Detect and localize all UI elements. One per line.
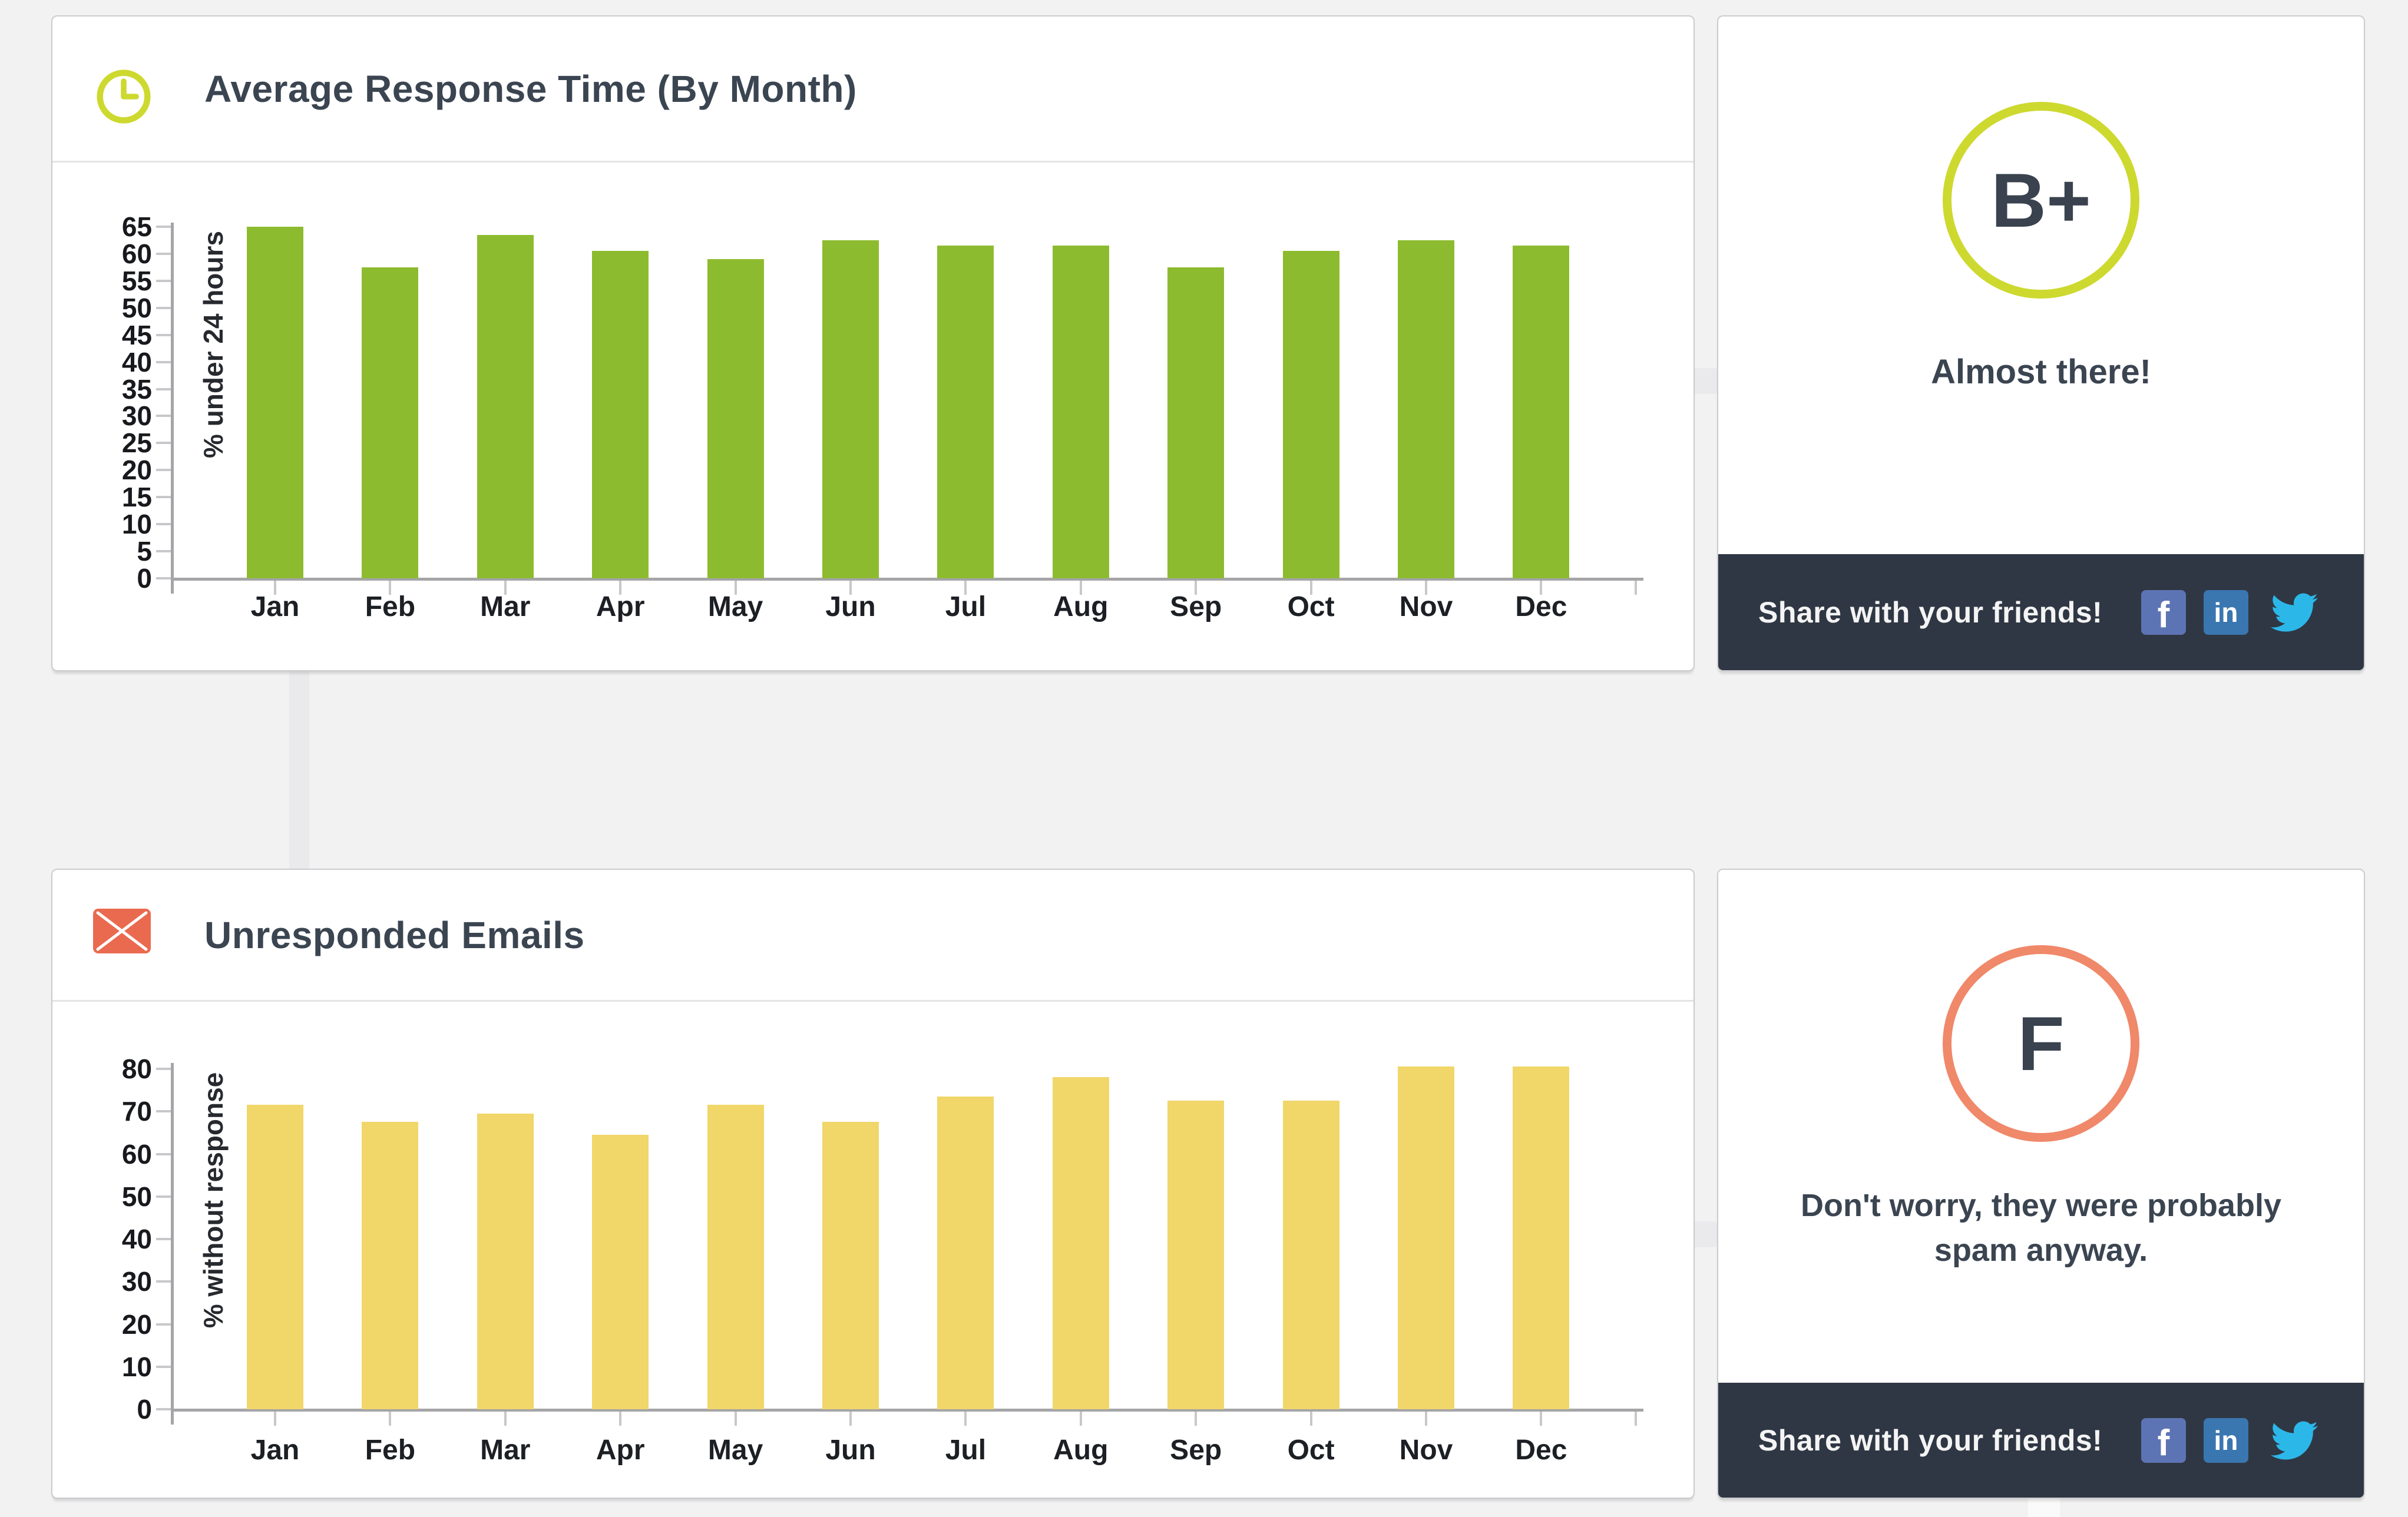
background-connector-stripe bbox=[2028, 1498, 2060, 1517]
card-unresponded-emails: Unresponded Emails bbox=[51, 869, 1695, 1499]
twitter-icon[interactable] bbox=[2266, 1417, 2323, 1464]
linkedin-icon[interactable]: in bbox=[2204, 589, 2248, 635]
card-grade-unresponded: F Don't worry, they were probably spam a… bbox=[1717, 869, 2365, 1499]
envelope-icon bbox=[92, 907, 152, 955]
grade-message: Almost there! bbox=[1931, 353, 2151, 391]
grade-ring: B+ bbox=[1943, 102, 2139, 299]
share-bar: Share with your friends! f in bbox=[1718, 1383, 2364, 1498]
card-header: Average Response Time (By Month) bbox=[52, 16, 1693, 163]
share-bar: Share with your friends! f in bbox=[1718, 554, 2364, 670]
facebook-icon[interactable]: f bbox=[2141, 1417, 2186, 1463]
card-grade-response-time: B+ Almost there! Share with your friends… bbox=[1717, 15, 2365, 671]
grade-message-line: Don't worry, they were probably bbox=[1801, 1188, 2281, 1223]
twitter-icon[interactable] bbox=[2266, 589, 2323, 636]
card-title: Unresponded Emails bbox=[204, 913, 585, 956]
grade-message-line: spam anyway. bbox=[1934, 1233, 2148, 1268]
card-title: Average Response Time (By Month) bbox=[204, 67, 857, 110]
share-label: Share with your friends! bbox=[1758, 595, 2103, 629]
clock-icon bbox=[95, 68, 152, 125]
linkedin-icon[interactable]: in bbox=[2204, 1417, 2248, 1463]
card-header: Unresponded Emails bbox=[52, 870, 1693, 1002]
grade-letter: B+ bbox=[1991, 157, 2091, 243]
card-average-response-time: Average Response Time (By Month) bbox=[51, 15, 1695, 671]
background-connector-stripe bbox=[289, 670, 309, 870]
facebook-icon[interactable]: f bbox=[2141, 589, 2186, 635]
share-icons: f in bbox=[2141, 589, 2323, 636]
grade-ring: F bbox=[1943, 945, 2139, 1142]
grade-letter: F bbox=[2017, 1001, 2065, 1087]
grade-message: Don't worry, they were probably spam any… bbox=[1718, 1183, 2364, 1273]
background-connector-stripe bbox=[1692, 368, 1719, 394]
share-label: Share with your friends! bbox=[1758, 1423, 2103, 1457]
background-connector-stripe bbox=[1692, 1221, 1719, 1247]
share-icons: f in bbox=[2141, 1417, 2323, 1464]
